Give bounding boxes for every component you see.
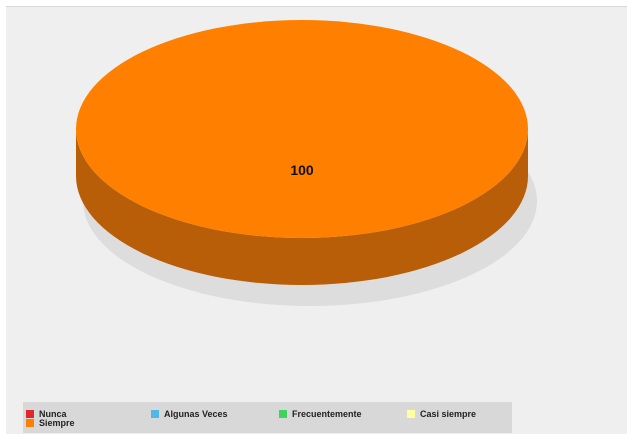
legend-label: Casi siempre bbox=[420, 409, 477, 419]
legend-swatch bbox=[407, 410, 415, 418]
legend-item-casi-siempre: Casi siempre bbox=[407, 409, 476, 419]
pie-chart: 100 bbox=[76, 20, 537, 306]
legend-item-algunas-veces: Algunas Veces bbox=[151, 409, 228, 419]
pie-slice-siempre bbox=[76, 20, 528, 238]
legend-item-frecuentemente: Frecuentemente bbox=[279, 409, 362, 419]
legend-swatch bbox=[26, 419, 34, 427]
legend-item-siempre: Siempre bbox=[26, 418, 75, 428]
legend-item-nunca: Nunca bbox=[26, 409, 67, 419]
pie-data-label: 100 bbox=[290, 162, 314, 178]
legend-label: Nunca bbox=[39, 409, 67, 419]
legend-swatch bbox=[279, 410, 287, 418]
legend-label: Algunas Veces bbox=[164, 409, 228, 419]
legend-swatch bbox=[151, 410, 159, 418]
chart-frame: 100 Nunca Algunas Veces Frecuentemente C… bbox=[6, 6, 627, 434]
pie-side-wall bbox=[76, 129, 528, 285]
legend: Nunca Algunas Veces Frecuentemente Casi … bbox=[23, 402, 512, 433]
legend-label: Frecuentemente bbox=[292, 409, 362, 419]
legend-swatch bbox=[26, 410, 34, 418]
legend-label: Siempre bbox=[39, 418, 75, 428]
